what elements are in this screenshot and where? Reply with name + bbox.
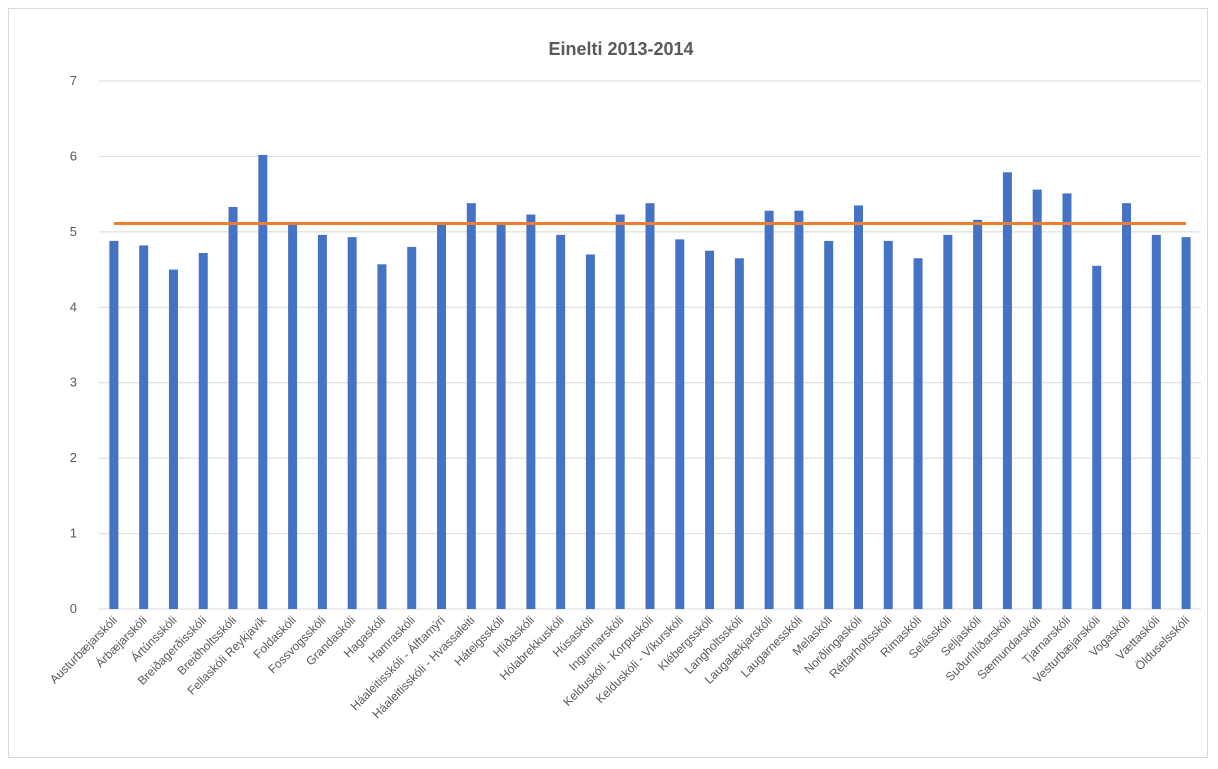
y-tick-label: 2 — [70, 450, 77, 465]
bar-10 — [407, 246, 417, 609]
bar-chart: Einelti 2013-2014 0 1 2 3 4 5 6 7 Austurbæjarsk… — [47, 39, 1201, 722]
chart-title: Einelti 2013-2014 — [548, 39, 693, 59]
bar-2 — [168, 269, 178, 609]
bar-34 — [1122, 203, 1132, 610]
y-tick-label: 5 — [70, 224, 77, 239]
bar-4 — [228, 206, 238, 610]
bar-28 — [943, 234, 953, 610]
bar-11 — [437, 224, 447, 610]
bar-29 — [973, 219, 983, 609]
bar-32 — [1062, 193, 1072, 610]
bar-0 — [109, 240, 119, 609]
bar-3 — [198, 252, 208, 609]
bar-33 — [1092, 265, 1102, 609]
bar-25 — [853, 205, 863, 609]
y-tick-label: 1 — [70, 526, 77, 541]
bar-16 — [585, 254, 595, 609]
bar-21 — [734, 258, 744, 609]
bar-8 — [347, 237, 357, 609]
chart-frame: Einelti 2013-2014 0 1 2 3 4 5 6 7 Austurbæjarsk… — [8, 8, 1208, 758]
bar-19 — [675, 239, 685, 609]
bars — [109, 154, 1191, 610]
bar-1 — [139, 245, 149, 610]
bar-7 — [317, 234, 327, 610]
bar-31 — [1032, 189, 1042, 610]
y-axis-ticks: 0 1 2 3 4 5 6 7 — [70, 73, 77, 616]
y-tick-label: 6 — [70, 148, 77, 163]
bar-6 — [288, 222, 298, 609]
bar-27 — [913, 258, 923, 609]
bar-23 — [794, 210, 804, 610]
y-tick-label: 7 — [70, 73, 77, 88]
bar-26 — [883, 240, 893, 609]
y-tick-label: 0 — [70, 601, 77, 616]
bar-5 — [258, 154, 268, 610]
bar-13 — [496, 224, 506, 610]
bar-35 — [1151, 234, 1161, 610]
bar-14 — [526, 214, 536, 609]
bar-17 — [615, 214, 625, 609]
x-axis-ticks: AusturbæjarskóliÁrbæjarskóliÁrtúnsskóliB… — [47, 613, 1192, 722]
bar-30 — [1002, 172, 1012, 610]
bar-9 — [377, 264, 387, 609]
bar-15 — [556, 234, 566, 610]
bar-24 — [824, 240, 834, 609]
bar-22 — [764, 210, 774, 610]
bar-20 — [705, 250, 715, 609]
bar-12 — [466, 203, 476, 610]
y-tick-label: 3 — [70, 375, 77, 390]
y-tick-label: 4 — [70, 299, 77, 314]
bar-18 — [645, 203, 655, 610]
bar-36 — [1181, 237, 1191, 609]
